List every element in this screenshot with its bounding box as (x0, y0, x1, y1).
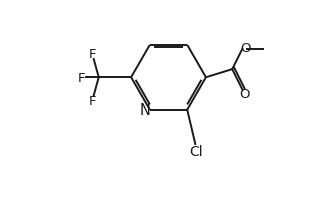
Text: N: N (140, 103, 151, 118)
Text: F: F (78, 71, 86, 84)
Text: F: F (89, 94, 96, 108)
Text: F: F (89, 48, 96, 61)
Text: O: O (240, 42, 251, 54)
Text: Cl: Cl (190, 144, 203, 158)
Text: O: O (240, 88, 250, 100)
